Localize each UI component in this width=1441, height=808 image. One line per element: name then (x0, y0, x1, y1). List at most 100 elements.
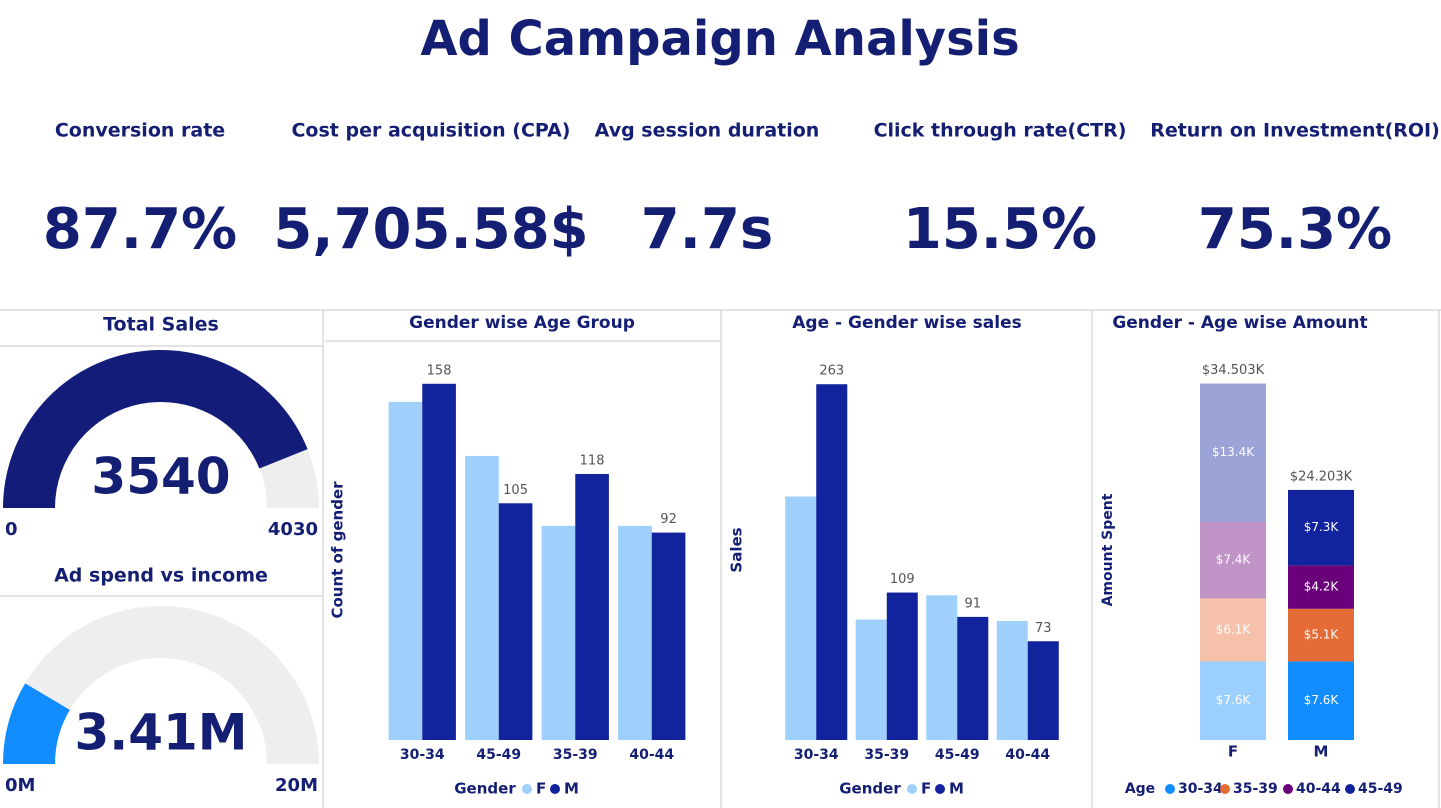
x-tick-label: 35-39 (553, 747, 598, 763)
legend-swatch (522, 784, 532, 794)
gauge-fill (3, 683, 70, 764)
gauge-value: 3540 (91, 448, 230, 506)
legend-label: 35-39 (1233, 781, 1278, 797)
bar (816, 384, 848, 740)
bar (785, 496, 817, 740)
chart-title: Gender - Age wise Amount (1112, 313, 1367, 333)
bar (422, 383, 456, 740)
kpi-value: 7.7s (641, 197, 774, 262)
x-tick-label: 40-44 (629, 747, 674, 763)
bar (618, 525, 652, 740)
legend-label: F (921, 780, 931, 798)
bar (855, 619, 887, 740)
legend-title: Gender (454, 780, 516, 798)
data-label: 105 (503, 483, 528, 498)
data-label: 91 (964, 596, 981, 611)
x-tick-label: 30-34 (400, 747, 445, 763)
gauge-title: Total Sales (103, 314, 219, 336)
bar (498, 503, 533, 740)
gauge-min: 0 (5, 519, 18, 540)
y-axis-title: Amount Spent (1100, 493, 1116, 606)
legend-label: F (536, 780, 546, 798)
x-tick-label: 35-39 (864, 747, 909, 763)
gauge-fill (2, 349, 308, 508)
bar-segment (1200, 598, 1266, 662)
data-label: 158 (427, 363, 452, 378)
gauge-max: 4030 (268, 519, 318, 540)
chart-title: Gender wise Age Group (409, 313, 635, 333)
data-label: $7.6K (1216, 693, 1252, 707)
data-label: $7.6K (1304, 693, 1340, 707)
legend-label: M (564, 780, 579, 798)
gauge-track (3, 606, 319, 764)
gauge-max: 20M (275, 775, 318, 796)
kpi-label: Return on Investment(ROI) (1150, 120, 1440, 142)
data-label: 92 (660, 512, 677, 527)
x-tick-label: M (1314, 743, 1329, 761)
kpi-value: 15.5% (903, 197, 1097, 262)
legend-title: Age (1125, 781, 1155, 797)
data-label: $7.4K (1216, 553, 1252, 567)
kpi-value: 87.7% (43, 197, 237, 262)
y-axis-title: Count of gender (329, 481, 347, 619)
bar-segment (1288, 661, 1354, 740)
bar (541, 525, 576, 740)
data-label: 109 (890, 572, 915, 587)
legend-swatch (1165, 784, 1175, 794)
legend-label: 30-34 (1178, 781, 1223, 797)
bar (1027, 641, 1059, 740)
legend-swatch (935, 784, 945, 794)
data-label: 73 (1035, 621, 1052, 636)
bar (957, 616, 989, 740)
legend-label: 40-44 (1296, 781, 1341, 797)
data-label: $7.3K (1304, 520, 1340, 534)
bar-segment (1288, 489, 1354, 566)
kpi-value: 5,705.58$ (273, 197, 588, 262)
x-tick-label: 40-44 (1005, 747, 1050, 763)
x-tick-label: 45-49 (935, 747, 980, 763)
bar (886, 592, 918, 740)
data-label: $4.2K (1304, 580, 1340, 594)
legend-swatch (1345, 784, 1355, 794)
bar-segment (1288, 565, 1354, 609)
bar (996, 620, 1028, 740)
y-axis-title: Sales (728, 527, 746, 572)
data-label: $13.4K (1212, 445, 1255, 459)
legend-label: M (949, 780, 964, 798)
x-tick-label: 45-49 (476, 747, 521, 763)
total-label: $34.503K (1202, 363, 1265, 378)
legend-swatch (1220, 784, 1230, 794)
data-label: 263 (819, 364, 844, 379)
kpi-value: 75.3% (1198, 197, 1392, 262)
x-tick-label: F (1228, 743, 1238, 761)
kpi-label: Click through rate(CTR) (874, 120, 1127, 142)
legend-swatch (1283, 784, 1293, 794)
bar-segment (1200, 521, 1266, 599)
legend-swatch (907, 784, 917, 794)
bar (651, 532, 686, 740)
x-tick-label: 30-34 (794, 747, 839, 763)
chart-title: Age - Gender wise sales (792, 313, 1022, 333)
gauge-value: 3.41M (74, 704, 247, 762)
kpi-label: Avg session duration (595, 120, 820, 142)
data-label: $6.1K (1216, 622, 1252, 636)
bar-segment (1200, 661, 1266, 740)
page-title: Ad Campaign Analysis (420, 11, 1019, 67)
legend-label: 45-49 (1358, 781, 1403, 797)
gauge-title: Ad spend vs income (54, 565, 268, 587)
kpi-label: Cost per acquisition (CPA) (291, 120, 570, 142)
data-label: $5.1K (1304, 628, 1340, 642)
bar (926, 595, 958, 740)
bar-segment (1200, 383, 1266, 522)
data-label: 118 (580, 453, 605, 468)
kpi-label: Conversion rate (55, 120, 225, 142)
legend-title: Gender (839, 780, 901, 798)
bar-segment (1288, 608, 1354, 662)
gauge-min: 0M (5, 775, 35, 796)
bar (388, 401, 423, 740)
total-label: $24.203K (1290, 469, 1353, 484)
bar (575, 473, 609, 740)
legend-swatch (550, 784, 560, 794)
bar (465, 455, 499, 740)
